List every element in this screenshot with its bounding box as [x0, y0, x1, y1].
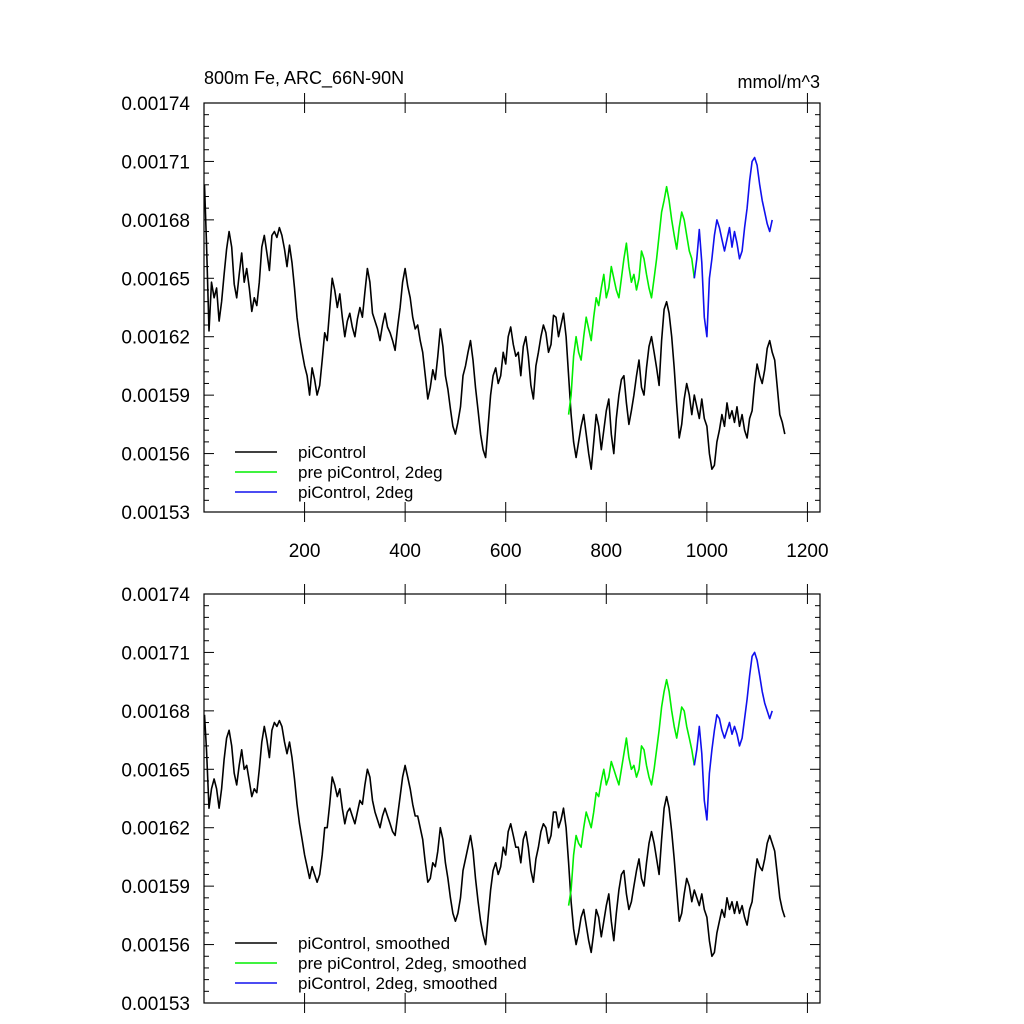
legend-label: pre piControl, 2deg, smoothed [298, 954, 527, 973]
x-tick-label: 1200 [786, 541, 828, 562]
y-tick-label: 0.00156 [121, 936, 190, 957]
y-tick-label: 0.00153 [121, 994, 190, 1015]
plot-frame [203, 102, 821, 513]
y-tick-label: 0.00153 [121, 503, 190, 524]
legend-label: pre piControl, 2deg [298, 463, 443, 482]
x-tick-label: 200 [289, 541, 321, 562]
plot-title: 800m Fe, ARC_66N-90N [204, 68, 404, 89]
x-tick-label: 600 [490, 541, 522, 562]
y-tick-label: 0.00162 [121, 819, 190, 840]
y-tick-label: 0.00174 [121, 585, 190, 606]
x-tick-label: 400 [389, 541, 421, 562]
series-line-1-2 [693, 651, 773, 821]
legend-label: piControl, 2deg [298, 483, 413, 502]
legend-label: piControl [298, 443, 366, 462]
x-tick-label: 800 [590, 541, 622, 562]
x-tick-label: 1000 [686, 541, 728, 562]
unit-label: mmol/m^3 [738, 72, 820, 92]
series-line-0-1 [567, 185, 696, 415]
legend-label: piControl, 2deg, smoothed [298, 974, 497, 993]
series-line-0-0 [203, 184, 786, 470]
series-line-0-2 [693, 156, 773, 338]
y-tick-label: 0.00159 [121, 386, 190, 407]
y-tick-label: 0.00174 [121, 94, 190, 115]
y-tick-label: 0.00156 [121, 445, 190, 466]
y-tick-label: 0.00162 [121, 328, 190, 349]
panel-bottom: 0.00174 0.00171 0.00168 0.00165 0.00162 0.001… [121, 584, 821, 1015]
y-tick-label: 0.00171 [121, 643, 190, 664]
y-tick-label: 0.00171 [121, 152, 190, 173]
y-tick-label: 0.00165 [121, 269, 190, 290]
y-tick-label: 0.00168 [121, 211, 190, 232]
panel-top: 0.00174 0.00171 0.00168 0.00165 0.00162 0.001… [121, 93, 829, 562]
plot-frame [203, 593, 821, 1004]
y-tick-label: 0.00165 [121, 760, 190, 781]
y-tick-label: 0.00159 [121, 877, 190, 898]
y-tick-label: 0.00168 [121, 702, 190, 723]
series-line-1-1 [567, 678, 696, 906]
legend-label: piControl, smoothed [298, 934, 450, 953]
series-line-1-0 [203, 714, 786, 958]
